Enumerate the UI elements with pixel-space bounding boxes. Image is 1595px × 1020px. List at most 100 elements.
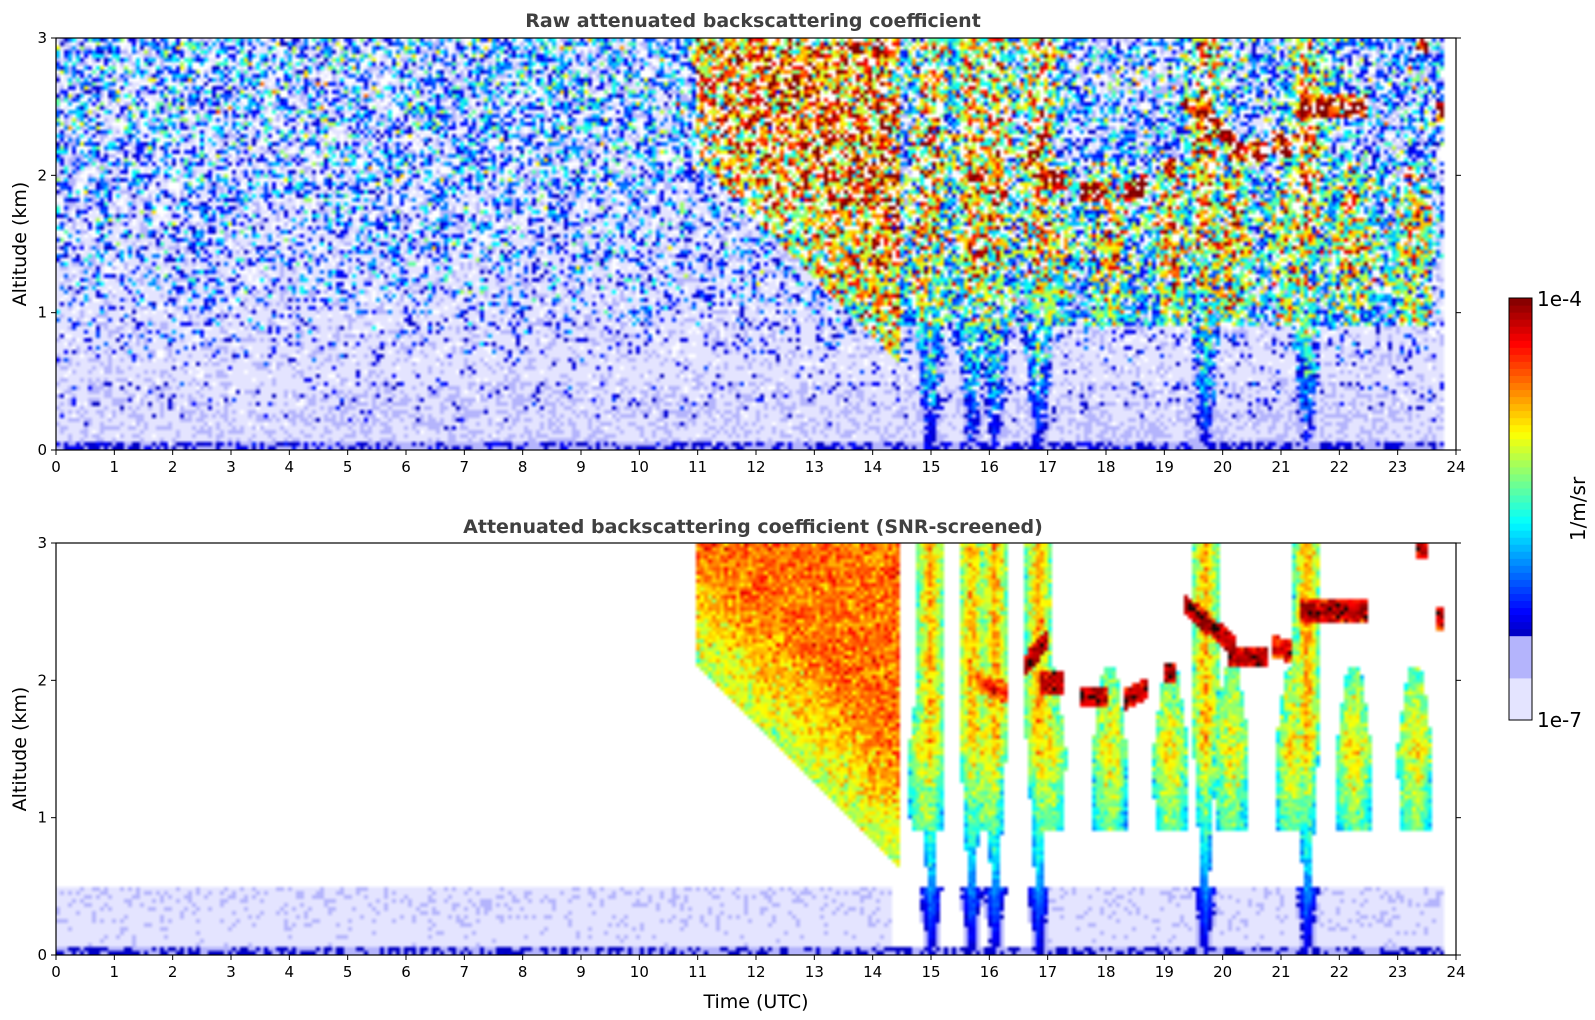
colorbar-band [1509,523,1532,531]
colorbar-band [1509,410,1532,419]
x-tick-label: 14 [863,458,882,476]
colorbar-band [1509,333,1532,341]
colorbar-band [1509,558,1532,566]
colorbar-band [1509,579,1532,587]
x-tick-label: 11 [688,963,707,981]
colorbar-band [1509,452,1532,461]
colorbar-band [1509,684,1532,693]
x-tick-label: 0 [51,963,61,981]
x-tick-label: 4 [285,963,295,981]
colorbar-band [1509,600,1532,609]
colorbar-band [1509,537,1532,545]
y-tick-label: 3 [37,534,47,552]
colorbar-band [1509,361,1532,369]
x-tick-label: 21 [1271,458,1290,476]
colorbar-band [1509,494,1532,503]
heatmap-raw [56,38,1456,450]
y-tick-label: 0 [37,441,47,459]
x-tick-label: 15 [921,963,940,981]
x-tick-label: 20 [1213,458,1232,476]
colorbar-band [1509,326,1532,334]
colorbar-band [1509,705,1532,714]
x-tick-label: 1 [110,458,120,476]
x-tick-label: 22 [1330,458,1349,476]
colorbar-band [1509,593,1532,602]
colorbar-band [1509,354,1532,362]
x-tick-label: 23 [1388,458,1407,476]
x-tick-label: 19 [1155,458,1174,476]
colorbar-band [1509,312,1532,320]
colorbar-band [1509,642,1532,651]
colorbar-band [1509,389,1532,398]
colorbar-band [1509,431,1532,440]
colorbar-band [1509,586,1532,594]
y-axis-raw: 0 1 2 3 [37,29,1461,459]
x-tick-label: 16 [980,458,999,476]
x-tick-label: 20 [1213,963,1232,981]
colorbar-band [1509,656,1532,665]
colorbar-band [1509,305,1532,313]
colorbar-band [1509,459,1532,468]
colorbar-gradient [1509,298,1532,721]
colorbar-band [1509,691,1532,700]
x-tick-label: 3 [226,963,236,981]
x-tick-label: 13 [805,963,824,981]
x-tick-label: 10 [630,458,649,476]
panel-title-raw: Raw attenuated backscattering coefficien… [525,10,981,32]
colorbar-band [1509,544,1532,552]
x-tick-label: 14 [863,963,882,981]
x-tick-label: 24 [1446,458,1465,476]
x-tick-label: 2 [168,458,178,476]
colorbar-band [1509,530,1532,538]
colorbar-band [1509,509,1532,517]
colorbar-band [1509,621,1532,630]
colorbar-band [1509,396,1532,405]
x-tick-label: 6 [401,458,411,476]
colorbar-band [1509,677,1532,686]
colorbar-max-label: 1e-4 [1537,287,1582,311]
x-axis-label: Time (UTC) [702,991,808,1013]
colorbar-band [1509,403,1532,412]
x-tick-label: 8 [518,963,528,981]
colorbar-band [1509,375,1532,383]
x-tick-label: 0 [51,458,61,476]
x-tick-label: 8 [518,458,528,476]
panel-title-screened: Attenuated backscattering coefficient (S… [463,516,1043,538]
x-tick-label: 19 [1155,963,1174,981]
colorbar-band [1509,347,1532,355]
colorbar-band [1509,649,1532,658]
colorbar-band [1509,565,1532,573]
heatmap-screened [56,543,1456,955]
x-tick-label: 11 [688,458,707,476]
colorbar-unit-label: 1/m/sr [1566,476,1590,541]
colorbar-band [1509,319,1532,327]
y-tick-label: 1 [37,809,47,827]
x-tick-label: 9 [576,963,586,981]
colorbar-band [1509,473,1532,482]
colorbar: 1e-4 1e-7 1/m/sr [1508,287,1590,732]
colorbar-band [1509,368,1532,376]
colorbar-band [1509,635,1532,644]
colorbar-band [1509,551,1532,559]
colorbar-band [1509,607,1532,616]
panel-raw: Raw attenuated backscattering coefficien… [9,10,1466,476]
y-tick-label: 1 [37,304,47,322]
x-tick-label: 10 [630,963,649,981]
panel-screened: Attenuated backscattering coefficient (S… [9,516,1466,1013]
colorbar-band [1509,424,1532,433]
x-tick-label: 7 [460,458,470,476]
colorbar-band [1509,438,1532,447]
colorbar-band [1509,487,1532,496]
colorbar-band [1509,663,1532,672]
x-tick-label: 15 [921,458,940,476]
x-tick-label: 3 [226,458,236,476]
y-tick-label: 3 [37,29,47,47]
colorbar-band [1509,480,1532,489]
colorbar-band [1509,501,1532,510]
y-axis-label-screened: Altitude (km) [9,687,31,812]
colorbar-band [1509,382,1532,391]
y-axis-label-raw: Altitude (km) [9,182,31,307]
x-tick-label: 6 [401,963,411,981]
colorbar-frame [1508,297,1533,721]
